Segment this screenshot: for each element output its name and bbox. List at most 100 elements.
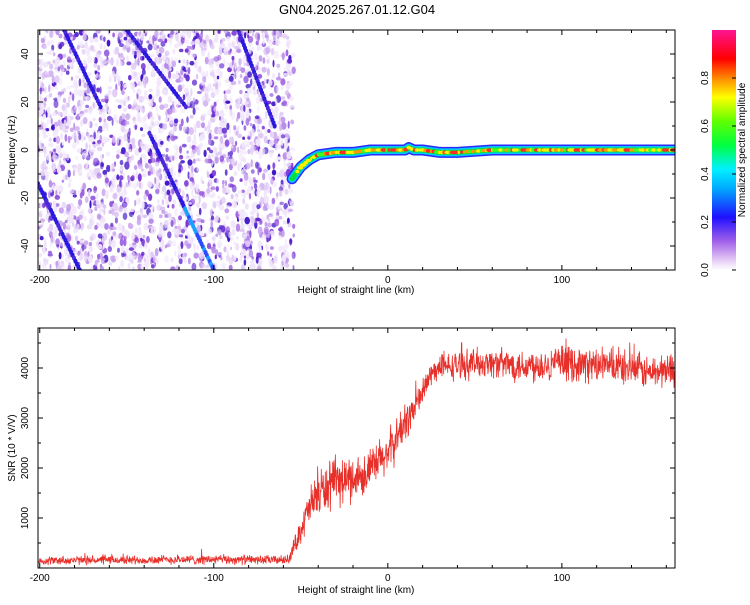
noise-speckle xyxy=(85,161,89,166)
noise-speckle xyxy=(275,30,282,36)
noise-speckle xyxy=(122,45,127,50)
noise-speckle xyxy=(233,34,237,41)
noise-speckle xyxy=(255,161,259,169)
noise-speckle xyxy=(65,70,70,75)
noise-speckle xyxy=(42,61,49,68)
noise-speckle xyxy=(87,208,92,214)
noise-speckle xyxy=(192,53,197,58)
noise-speckle xyxy=(70,190,73,195)
noise-speckle xyxy=(99,220,105,229)
noise-speckle xyxy=(271,30,276,37)
noise-speckle xyxy=(178,258,183,265)
noise-speckle xyxy=(51,86,55,91)
noise-speckle xyxy=(194,38,200,45)
noise-speckle xyxy=(141,173,147,178)
noise-speckle xyxy=(291,53,296,59)
noise-speckle xyxy=(212,219,217,223)
noise-speckle xyxy=(230,40,236,48)
noise-speckle xyxy=(269,93,274,97)
noise-speckle xyxy=(280,96,286,100)
noise-speckle xyxy=(39,82,42,87)
noise-speckle xyxy=(133,71,137,78)
noise-speckle xyxy=(136,190,140,196)
noise-speckle xyxy=(51,169,56,173)
noise-speckle xyxy=(292,233,295,238)
noise-speckle xyxy=(270,131,273,137)
noise-speckle xyxy=(250,169,255,174)
noise-speckle xyxy=(279,201,284,205)
noise-speckle xyxy=(72,194,77,198)
noise-speckle xyxy=(220,255,223,261)
noise-speckle xyxy=(264,202,269,211)
noise-speckle xyxy=(116,149,122,155)
noise-speckle xyxy=(74,190,77,195)
noise-speckle xyxy=(119,159,124,166)
noise-speckle xyxy=(116,120,120,124)
noise-speckle xyxy=(284,263,290,268)
noise-speckle xyxy=(192,97,196,103)
colorbar-tick-label: 0.0 xyxy=(700,263,711,277)
carrier-line-point xyxy=(296,166,304,170)
noise-speckle xyxy=(254,53,258,61)
noise-speckle xyxy=(135,104,141,112)
noise-speckle xyxy=(263,226,269,234)
noise-speckle xyxy=(283,66,289,71)
noise-speckle xyxy=(199,41,204,49)
noise-speckle xyxy=(204,126,208,132)
spectrogram-drift-lines xyxy=(38,30,277,270)
noise-speckle xyxy=(148,212,154,220)
noise-speckle xyxy=(97,201,104,208)
noise-speckle xyxy=(136,88,142,95)
noise-speckle xyxy=(249,260,255,265)
noise-speckle xyxy=(277,120,283,125)
noise-speckle xyxy=(119,61,123,66)
noise-speckle xyxy=(38,113,42,118)
noise-speckle xyxy=(278,245,283,252)
noise-speckle xyxy=(85,142,88,150)
noise-speckle xyxy=(109,164,113,172)
spectrogram-xtick-label: -100 xyxy=(204,275,224,286)
noise-speckle xyxy=(245,240,251,248)
noise-speckle xyxy=(96,139,102,144)
noise-speckle xyxy=(219,63,225,69)
noise-speckle xyxy=(237,146,240,154)
noise-speckle xyxy=(155,161,160,167)
noise-speckle xyxy=(206,147,211,151)
noise-speckle xyxy=(38,140,42,149)
noise-speckle xyxy=(114,46,120,55)
noise-speckle xyxy=(62,97,66,104)
carrier-line-point xyxy=(537,148,543,152)
noise-speckle xyxy=(48,61,52,70)
noise-speckle xyxy=(184,240,189,247)
noise-speckle xyxy=(84,96,91,101)
noise-speckle xyxy=(278,114,282,122)
noise-speckle xyxy=(243,233,248,239)
noise-speckle xyxy=(188,30,193,33)
noise-speckle xyxy=(189,177,194,182)
noise-speckle xyxy=(205,34,210,43)
noise-speckle xyxy=(97,146,103,152)
noise-speckle xyxy=(224,79,231,84)
noise-speckle xyxy=(239,74,243,79)
noise-speckle xyxy=(120,228,124,234)
noise-speckle xyxy=(209,87,215,92)
noise-speckle xyxy=(218,234,223,240)
noise-speckle xyxy=(193,252,199,259)
noise-speckle xyxy=(233,62,237,67)
noise-speckle xyxy=(215,186,219,192)
noise-speckle xyxy=(243,62,247,67)
noise-speckle xyxy=(190,41,196,46)
noise-speckle xyxy=(161,199,165,206)
noise-speckle xyxy=(49,241,52,248)
noise-speckle xyxy=(182,166,187,172)
noise-speckle xyxy=(83,82,88,89)
noise-speckle xyxy=(203,86,210,95)
carrier-line-point xyxy=(611,148,619,152)
noise-speckle xyxy=(103,254,109,263)
noise-speckle xyxy=(186,94,192,103)
noise-speckle xyxy=(240,67,246,73)
noise-speckle xyxy=(255,138,259,146)
noise-speckle xyxy=(198,207,202,216)
noise-speckle xyxy=(189,182,193,189)
noise-speckle xyxy=(55,56,61,64)
